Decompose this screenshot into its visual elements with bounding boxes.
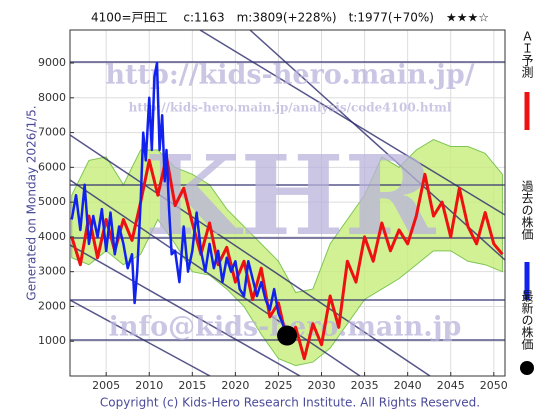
watermark: http://kids-hero.main.jp/analysis/code41…: [129, 101, 452, 115]
y-tick-label: 1000: [38, 334, 66, 347]
y-tick-label: 9000: [38, 56, 66, 69]
x-tick-label: 2045: [437, 379, 465, 392]
side-label: Generated on Monday 2026/1/5.: [25, 105, 39, 300]
legend-swatch: [520, 361, 534, 375]
y-tick-label: 5000: [38, 195, 66, 208]
watermark: http://kids-hero.main.jp/: [105, 60, 474, 91]
x-tick-label: 2025: [264, 379, 292, 392]
x-tick-label: 2005: [92, 379, 120, 392]
legend-label: 最新の株価: [520, 290, 534, 350]
plot-frame: [69, 29, 506, 377]
chart-title: 4100=戸田工 c:1163 m:3809(+228%) t:1977(+70…: [91, 11, 489, 25]
x-tick-label: 2020: [221, 379, 249, 392]
trend-line: [249, 30, 505, 261]
series-line: [70, 61, 289, 336]
legend-label: 過去の株価: [520, 180, 534, 240]
y-tick-label: 4000: [38, 230, 66, 243]
x-tick-label: 2010: [135, 379, 163, 392]
trend-line: [70, 179, 361, 376]
y-tick-label: 7000: [38, 126, 66, 139]
x-tick-label: 2030: [308, 379, 336, 392]
y-tick-label: 8000: [38, 91, 66, 104]
latest-point: [277, 325, 298, 346]
top-layer: 1000 2000 3000 4000 5000 6000 7000 8000 9000 2005…: [38, 30, 534, 392]
trend-line: [70, 134, 431, 376]
y-tick-label: 6000: [38, 160, 66, 173]
footer: Copyright (c) Kids-Hero Research Institu…: [100, 396, 480, 410]
trend-line: [70, 299, 211, 376]
y-tick-label: 3000: [38, 265, 66, 278]
trend-line: [70, 244, 301, 376]
x-tick-label: 2015: [178, 379, 206, 392]
y-tick-label: 2000: [38, 299, 66, 312]
x-tick-label: 2040: [394, 379, 422, 392]
x-tick-label: 2050: [480, 379, 508, 392]
trend-lines: [70, 30, 505, 376]
legend-label: ＡＩ予測: [520, 30, 534, 79]
x-tick-label: 2035: [351, 379, 379, 392]
